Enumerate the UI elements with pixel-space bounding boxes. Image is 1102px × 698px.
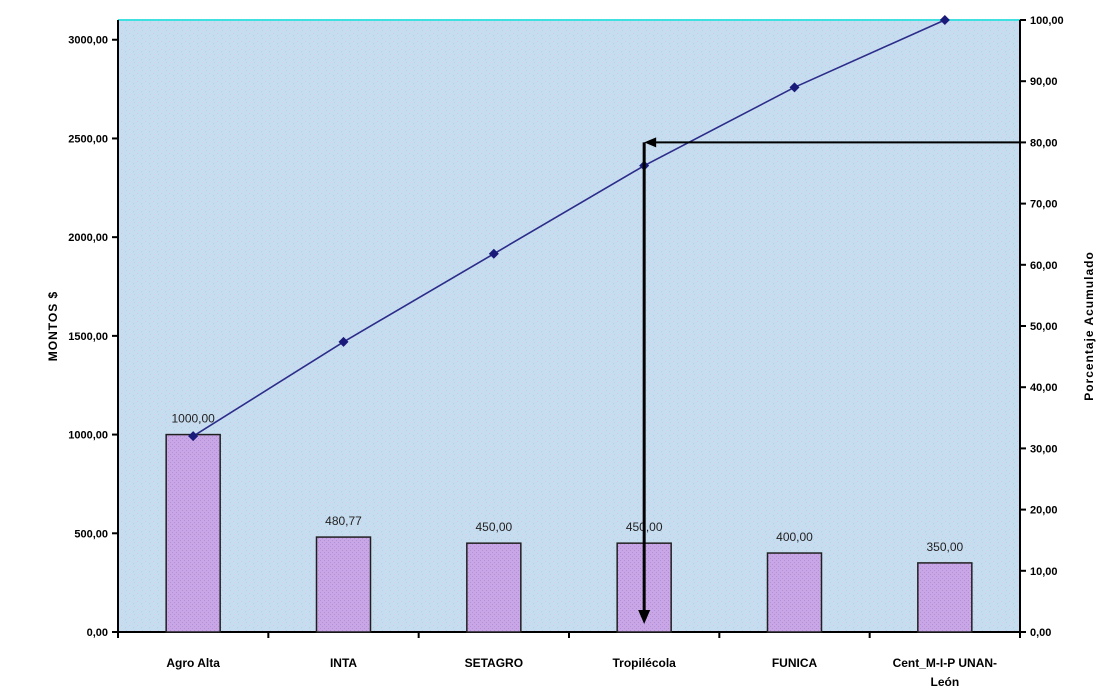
y2-tick-label: 80,00 bbox=[1030, 137, 1058, 149]
bar-data-label: 1000,00 bbox=[171, 412, 215, 426]
annotation-arrowhead-left bbox=[644, 137, 657, 148]
cumulative-marker bbox=[488, 248, 499, 259]
y2-tick-label: 60,00 bbox=[1030, 260, 1058, 272]
cumulative-marker bbox=[188, 431, 199, 442]
annotation-arrowhead-down bbox=[638, 610, 651, 624]
cumulative-marker bbox=[789, 82, 800, 93]
y-tick-label: 0,00 bbox=[87, 627, 108, 639]
plot-area bbox=[118, 20, 1020, 632]
y2-tick-label: 90,00 bbox=[1030, 76, 1058, 88]
y-tick-label: 2500,00 bbox=[68, 133, 108, 145]
x-category-label: Cent_M-I-P UNAN- bbox=[893, 656, 997, 670]
y-tick-label: 2000,00 bbox=[68, 232, 108, 244]
bar-data-label: 450,00 bbox=[475, 520, 512, 534]
bar bbox=[315, 536, 372, 633]
y2-tick-label: 10,00 bbox=[1030, 566, 1058, 578]
x-category-label: FUNICA bbox=[772, 656, 818, 670]
bar-data-label: 350,00 bbox=[926, 540, 963, 554]
cumulative-line bbox=[192, 19, 946, 437]
bar-data-label: 480,77 bbox=[325, 514, 362, 528]
y-tick-label: 1000,00 bbox=[68, 430, 108, 442]
cumulative-marker bbox=[338, 336, 349, 347]
y2-tick-label: 50,00 bbox=[1030, 321, 1058, 333]
y-tick-label: 3000,00 bbox=[68, 35, 108, 47]
y-tick-label: 500,00 bbox=[74, 528, 108, 540]
y2-tick-label: 20,00 bbox=[1030, 505, 1058, 517]
y-axis-title: MONTOS $ bbox=[46, 291, 60, 361]
x-category-label: León bbox=[930, 675, 959, 689]
y2-axis-title: Porcentaje Acumulado bbox=[1082, 251, 1096, 401]
bar bbox=[165, 433, 221, 633]
x-category-label: Tropilécola bbox=[612, 656, 676, 670]
bar bbox=[766, 552, 823, 633]
y2-tick-label: 100,00 bbox=[1030, 15, 1064, 27]
bar bbox=[917, 562, 973, 633]
y2-tick-label: 30,00 bbox=[1030, 443, 1058, 455]
bar-data-label: 400,00 bbox=[776, 530, 813, 544]
y2-tick-label: 40,00 bbox=[1030, 382, 1058, 394]
x-category-label: SETAGRO bbox=[465, 656, 523, 670]
x-category-label: INTA bbox=[330, 656, 357, 670]
x-category-label: Agro Alta bbox=[166, 656, 220, 670]
y-tick-label: 1500,00 bbox=[68, 331, 108, 343]
cumulative-marker bbox=[939, 15, 950, 25]
y2-tick-label: 70,00 bbox=[1030, 199, 1058, 211]
bar bbox=[466, 542, 522, 633]
y2-tick-label: 0,00 bbox=[1030, 627, 1051, 639]
